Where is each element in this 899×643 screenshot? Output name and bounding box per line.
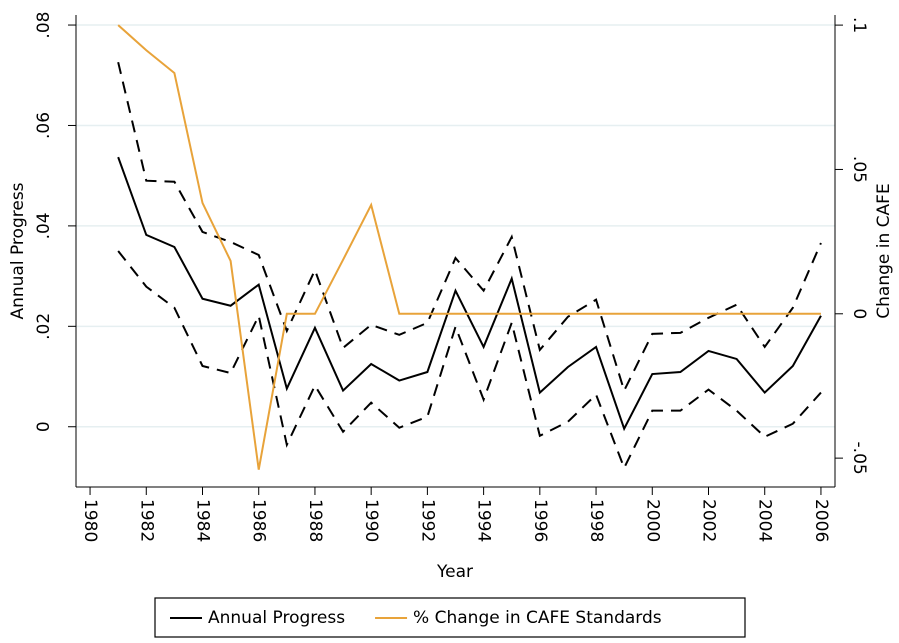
y-tick-label: .02 <box>34 313 54 340</box>
x-tick-label: 1994 <box>474 499 494 542</box>
series-line <box>117 61 822 394</box>
x-tick-label: 1988 <box>305 499 325 542</box>
x-tick-label: 1996 <box>530 499 550 542</box>
x-tick-label: 1998 <box>586 499 606 542</box>
x-tick-label: 1990 <box>361 499 381 542</box>
series-line <box>117 156 822 432</box>
x-tick-label: 1984 <box>193 499 213 542</box>
y2-axis-title: Change in CAFE <box>874 183 894 318</box>
x-tick-label: 2002 <box>699 499 719 542</box>
x-tick-label: 1992 <box>417 499 437 542</box>
y2-tick-label: -.05 <box>849 442 869 475</box>
x-tick-label: 1982 <box>136 499 156 542</box>
x-tick-label: 2006 <box>811 499 831 542</box>
x-tick-label: 2000 <box>642 499 662 542</box>
y2-tick-label: 0 <box>849 308 869 319</box>
y-axis-title: Annual Progress <box>8 182 28 319</box>
y2-tick-label: .05 <box>849 156 869 183</box>
x-tick-label: 1986 <box>249 499 269 542</box>
series-line <box>117 250 822 471</box>
legend-label: % Change in CAFE Standards <box>413 608 662 628</box>
y2-tick-label: .1 <box>849 17 869 33</box>
y-tick-label: .08 <box>34 12 54 39</box>
x-tick-label: 2004 <box>755 499 775 542</box>
legend-label: Annual Progress <box>208 608 345 628</box>
y-tick-label: .04 <box>34 212 54 239</box>
y-tick-label: .06 <box>34 112 54 139</box>
series-line <box>117 24 821 470</box>
x-tick-label: 1980 <box>80 499 100 542</box>
y-tick-label: 0 <box>34 421 54 432</box>
x-axis-title: Year <box>436 562 473 582</box>
legend-box <box>154 597 746 638</box>
